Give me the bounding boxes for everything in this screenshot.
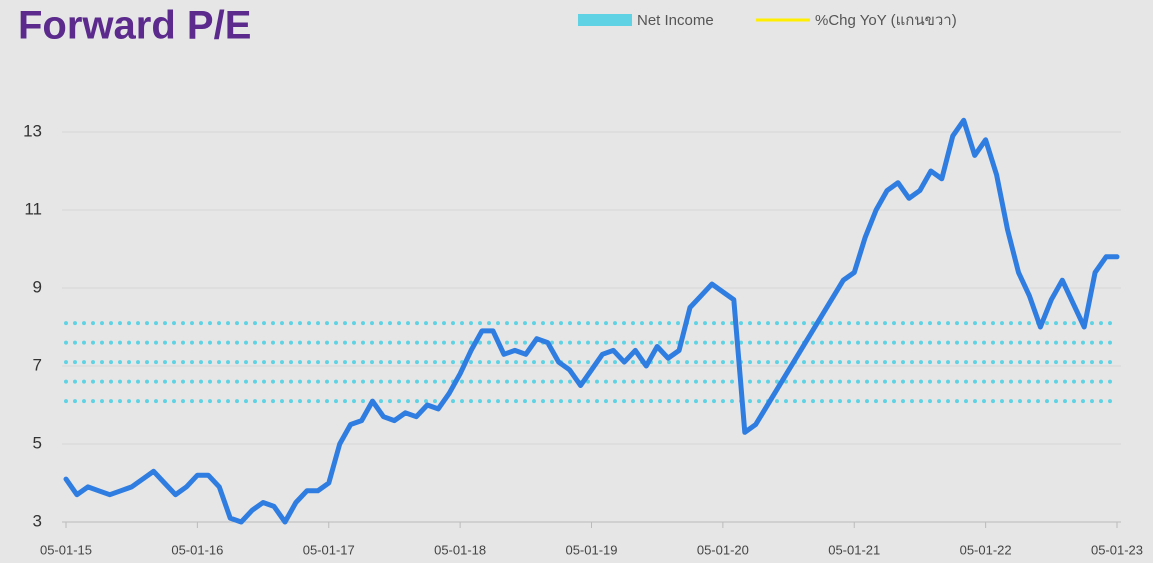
y-tick-label: 13	[23, 121, 42, 140]
x-tick-label: 05-01-23	[1091, 542, 1143, 557]
legend-label: %Chg YoY (แกนขวา)	[815, 12, 957, 29]
legend-swatch	[578, 14, 632, 26]
x-tick-label: 05-01-21	[828, 542, 880, 557]
legend-label: Net Income	[637, 12, 714, 29]
x-tick-label: 05-01-17	[303, 542, 355, 557]
pe-line	[63, 117, 1120, 525]
y-tick-label: 3	[33, 511, 42, 530]
chart-title: Forward P/E	[18, 4, 251, 48]
x-tick-label: 05-01-15	[40, 542, 92, 557]
y-tick-label: 11	[24, 199, 42, 218]
x-tick-label: 05-01-16	[171, 542, 223, 557]
y-tick-label: 7	[33, 355, 42, 374]
x-tick-label: 05-01-20	[697, 542, 749, 557]
y-tick-label: 5	[33, 433, 42, 452]
y-tick-label: 9	[33, 277, 42, 296]
x-tick-label: 05-01-18	[434, 542, 486, 557]
x-tick-label: 05-01-19	[565, 542, 617, 557]
x-tick-label: 05-01-22	[960, 542, 1012, 557]
